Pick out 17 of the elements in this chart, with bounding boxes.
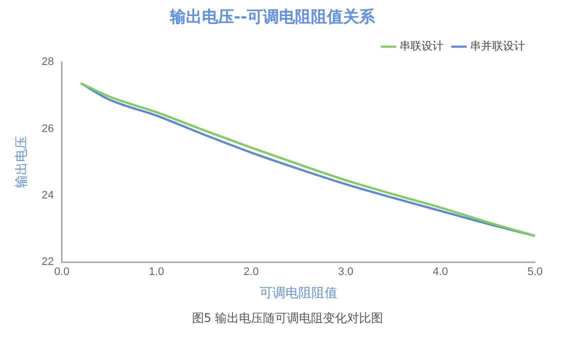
caption: 图5 输出电压随可调电阻变化对比图 [190, 310, 384, 327]
x-tick-label: 3.0 [338, 266, 354, 278]
x-tick-label: 5.0 [527, 266, 543, 278]
y-tick-label: 24 [42, 190, 54, 202]
y-tick-label: 22 [42, 256, 54, 268]
y-tick-label: 26 [42, 122, 54, 135]
x-tick-label: 1.0 [148, 266, 164, 278]
legend-label: 串联设计 [400, 40, 444, 53]
line-series [80, 82, 535, 237]
y-tick-label: 28 [42, 56, 54, 68]
x-tick-label: 4.0 [432, 266, 448, 278]
legend-label: 串并联设计 [470, 40, 525, 53]
chart-title: 输出电压--可调电阻阻值关系 [168, 6, 376, 26]
x-axis-title: 可调电阻阻值 [259, 284, 338, 300]
x-tick-label: 0.0 [54, 266, 70, 278]
y-axis-title: 输出电压 [13, 136, 28, 188]
x-tick-label: 2.0 [243, 266, 259, 278]
